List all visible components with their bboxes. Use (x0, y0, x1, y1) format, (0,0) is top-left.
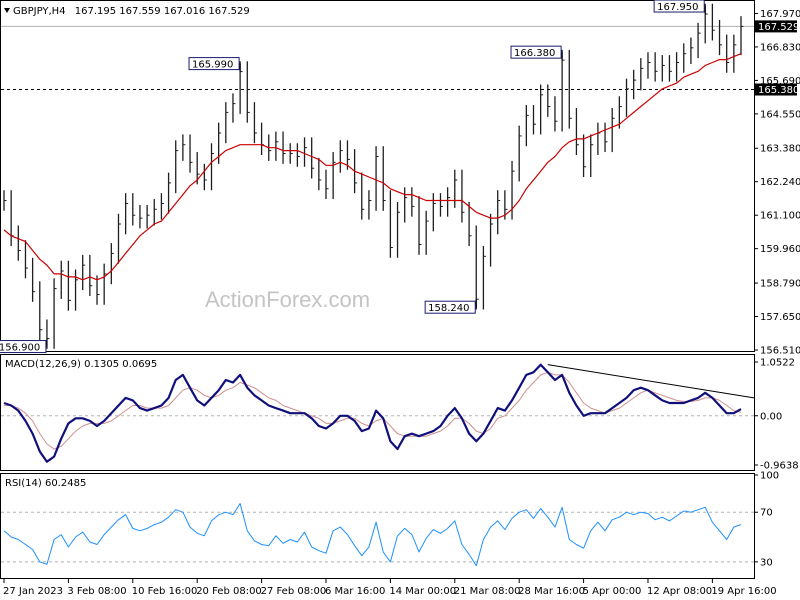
time-axis-tick-label: 12 Apr 08:00 (647, 586, 712, 597)
callout-label: 156.900 (0, 343, 40, 354)
time-axis-tick-label: 20 Feb 08:00 (196, 586, 262, 597)
level-price-marker: 165.380 (758, 85, 799, 96)
callout-label: 165.990 (192, 60, 233, 71)
price-axis-tick-label: 166.830 (760, 42, 800, 53)
level-price-marker-box (755, 83, 797, 96)
macd-axis-tick-label: -0.9638 (760, 461, 799, 472)
price-axis-tick-label: 157.650 (760, 312, 800, 323)
symbol-ohlc-header: GBPJPY,H4 167.195 167.559 167.016 167.52… (13, 6, 250, 17)
callout-box (0, 340, 47, 354)
time-axis-tick-label: 19 Apr 16:00 (711, 586, 776, 597)
price-axis-tick-label: 162.240 (760, 177, 800, 188)
time-axis-tick-label: 10 Feb 16:00 (132, 586, 198, 597)
time-axis-tick-label: 27 Feb 08:00 (261, 586, 327, 597)
macd-indicator-label: MACD(12,26,9) 0.1305 0.0695 (5, 359, 157, 370)
price-axis-tick-label: 164.550 (760, 109, 800, 120)
price-axis-tick-label: 156.510 (760, 346, 800, 357)
macd-axis-tick-label: 1.0522 (760, 358, 795, 369)
callout-box (653, 0, 705, 13)
time-axis-tick-label: 6 Mar 16:00 (325, 586, 385, 597)
callout-label: 167.950 (657, 2, 698, 13)
macd-line (3, 363, 742, 463)
macd-signal-line (4, 371, 742, 450)
price-axis-tick-label: 161.100 (760, 211, 800, 222)
watermark: ActionForex.com (205, 287, 370, 312)
rsi-indicator-label: RSI(14) 60.2485 (5, 478, 86, 489)
price-axis-tick-label: 165.690 (760, 76, 800, 87)
symbol-triangle-icon (4, 8, 10, 13)
rsi-line (3, 503, 742, 567)
callout-box (510, 45, 562, 59)
rsi-axis-tick-label: 100 (760, 471, 779, 482)
time-axis-tick-label: 5 Apr 00:00 (583, 586, 642, 597)
price-axis-tick-label: 158.790 (760, 279, 800, 290)
callout-box (188, 57, 240, 71)
price-axis-tick-label: 159.960 (760, 244, 800, 255)
callout-label: 166.380 (514, 48, 555, 59)
macd-trendline (547, 364, 755, 399)
rsi-panel-frame (0, 473, 755, 579)
price-axis-tick-label: 163.380 (760, 144, 800, 155)
macd-panel-frame (0, 354, 755, 471)
time-axis-tick-label: 14 Mar 00:00 (389, 586, 456, 597)
price-panel-frame (0, 0, 755, 352)
price-axis-tick-label: 167.970 (760, 9, 800, 20)
time-axis-tick-label: 27 Jan 2023 (3, 586, 63, 597)
rsi-axis-tick-label: 30 (760, 557, 773, 568)
macd-axis-tick-label: 0.00 (760, 411, 782, 422)
callout-label: 158.240 (428, 303, 469, 314)
current-price-marker: 167.529 (758, 22, 799, 33)
time-axis-tick-label: 28 Mar 16:00 (518, 586, 585, 597)
callout-box (424, 300, 476, 314)
symbol-label: GBPJPY,H4 (13, 6, 66, 17)
rsi-axis-tick-label: 70 (760, 508, 773, 519)
current-price-marker-box (755, 20, 797, 33)
ohlc-values: 167.195 167.559 167.016 167.529 (75, 6, 250, 17)
moving-average-line (3, 53, 742, 281)
time-axis-tick-label: 21 Mar 08:00 (454, 586, 521, 597)
time-axis-tick-label: 3 Feb 08:00 (67, 586, 126, 597)
